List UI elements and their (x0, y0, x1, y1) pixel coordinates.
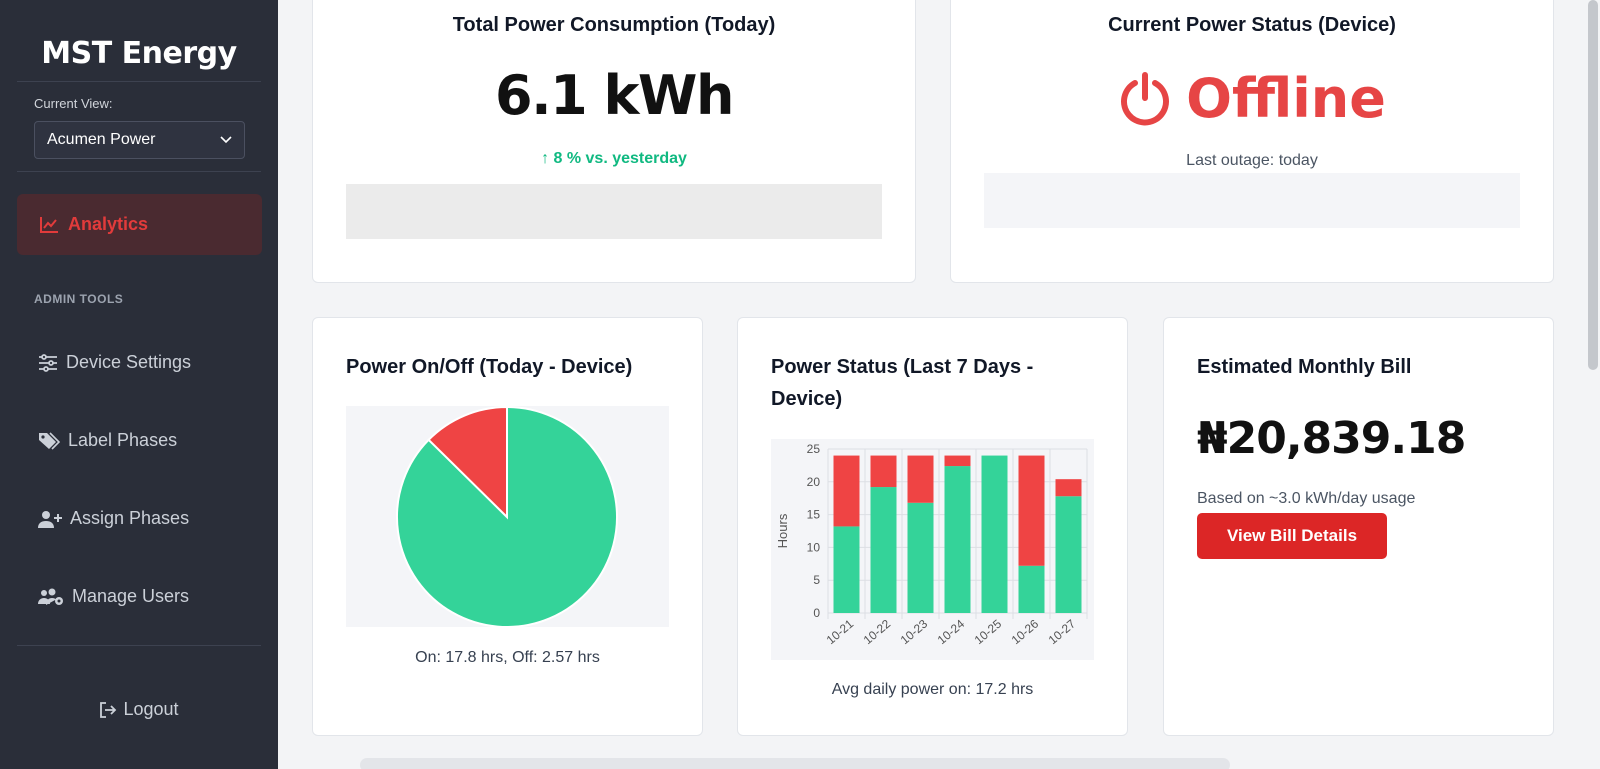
bottom-card-shadow (360, 758, 1230, 769)
current-view-label: Current View: (34, 96, 113, 111)
divider (17, 171, 261, 172)
power-icon (1121, 71, 1170, 125)
bill-card: Estimated Monthly Bill ₦20,839.18 Based … (1163, 317, 1554, 736)
sidebar-item-device-settings[interactable]: Device Settings (38, 352, 191, 373)
card-title: Current Power Status (Device) (1108, 14, 1396, 36)
line-chart-icon (40, 216, 58, 233)
y-tick-label: 5 (813, 573, 820, 587)
x-tick-label: 10-25 (972, 617, 1005, 648)
sidebar: MST Energy Current View: Acumen Power An… (0, 0, 278, 769)
section-label-admin-tools: ADMIN TOOLS (34, 292, 124, 306)
bar-segment-10-23-1 (907, 455, 934, 503)
scrollbar-thumb[interactable] (1588, 0, 1598, 370)
consumption-value: 6.1 kWh (495, 64, 734, 127)
user-plus-icon (38, 510, 62, 528)
x-tick-label: 10-22 (861, 617, 894, 648)
bar-segment-10-25-0 (981, 455, 1008, 613)
tags-icon (39, 431, 60, 450)
sidebar-item-label: Manage Users (72, 586, 190, 606)
card-title: Estimated Monthly Bill (1197, 356, 1412, 378)
users-cog-icon (38, 588, 63, 605)
sidebar-item-label: Label Phases (68, 430, 178, 450)
logout-icon (100, 701, 117, 718)
sidebar-item-label-phases[interactable]: Label Phases (38, 430, 177, 451)
y-axis-label: Hours (775, 513, 790, 548)
bar-chart: 0 5 10 15 20 25 10-21 10-22 10-23 10-24 10-25 10-26… (771, 439, 1094, 660)
bill-basis: Based on ~3.0 kWh/day usage (1197, 490, 1416, 507)
x-tick-label: 10-26 (1009, 617, 1042, 648)
sidebar-item-assign-phases[interactable]: Assign Phases (38, 508, 189, 529)
chevron-down-icon (220, 136, 232, 144)
consumption-sparkline-placeholder (346, 184, 882, 239)
consumption-delta: ↑ 8 % vs. yesterday (541, 150, 687, 167)
bar-segment-10-21-1 (833, 455, 860, 527)
x-tick-label: 10-23 (898, 617, 931, 648)
divider (17, 645, 261, 646)
pie-chart-svg (396, 405, 618, 628)
bar-segment-10-24-0 (944, 466, 971, 613)
bar-segment-10-27-0 (1055, 496, 1082, 613)
card-title: Power Status (Last 7 Days - Device) (771, 356, 1034, 410)
status-indicator: Offline (951, 67, 1553, 130)
x-tick-label: 10-21 (824, 617, 857, 648)
divider (17, 81, 261, 82)
status-timeline-placeholder (984, 173, 1520, 228)
bar-caption: Avg daily power on: 17.2 hrs (831, 681, 1034, 698)
sidebar-item-label: Assign Phases (70, 508, 190, 528)
last-outage-text: Last outage: today (1186, 152, 1318, 169)
sidebar-item-label: Analytics (68, 214, 149, 234)
x-tick-label: 10-24 (935, 617, 968, 648)
bar-segment-10-23-0 (907, 502, 934, 613)
card-title: Power On/Off (Today - Device) (346, 356, 633, 378)
sidebar-item-label: Device Settings (66, 352, 192, 372)
card-title: Total Power Consumption (Today) (452, 14, 776, 36)
pie-slice-off (427, 405, 508, 520)
bar-segment-10-21-0 (833, 526, 860, 613)
bill-amount: ₦20,839.18 (1197, 413, 1466, 464)
status-value: Offline (1186, 67, 1386, 130)
y-tick-label: 20 (807, 475, 821, 489)
pie-chart (346, 405, 669, 628)
bar-card: Power Status (Last 7 Days - Device) 0 5 10… (737, 317, 1128, 736)
x-tick-label: 10-27 (1046, 617, 1079, 648)
bar-segment-10-26-1 (1018, 455, 1045, 566)
sidebar-item-analytics[interactable]: Analytics (17, 194, 262, 255)
bar-segment-10-22-1 (870, 455, 897, 488)
current-view-value: Acumen Power (47, 131, 156, 148)
scrollbar[interactable] (1586, 0, 1600, 769)
sidebar-item-manage-users[interactable]: Manage Users (38, 586, 189, 607)
consumption-card: Total Power Consumption (Today) 6.1 kWh … (312, 0, 916, 283)
bar-segment-10-22-0 (870, 487, 897, 613)
view-bill-details-button[interactable]: View Bill Details (1197, 513, 1387, 559)
current-view-select[interactable]: Acumen Power (34, 121, 245, 159)
logout-label: Logout (123, 699, 179, 719)
y-tick-label: 25 (807, 442, 821, 456)
bar-segment-10-24-1 (944, 455, 971, 467)
pie-caption: On: 17.8 hrs, Off: 2.57 hrs (415, 649, 600, 666)
bar-segment-10-27-1 (1055, 479, 1082, 497)
sliders-icon (39, 353, 57, 372)
bar-segment-10-26-0 (1018, 565, 1045, 613)
pie-card: Power On/Off (Today - Device) On: 17.8 h… (312, 317, 703, 736)
bar-chart-svg: 0 5 10 15 20 25 10-21 10-22 10-23 10-24 10-25 10-26… (775, 442, 1088, 648)
y-tick-label: 15 (807, 508, 821, 522)
logout-button[interactable]: Logout (17, 699, 261, 720)
status-card: Current Power Status (Device) Offline La… (950, 0, 1554, 283)
brand-title: MST Energy (41, 36, 237, 71)
y-tick-label: 10 (807, 540, 821, 554)
y-tick-label: 0 (813, 606, 820, 620)
